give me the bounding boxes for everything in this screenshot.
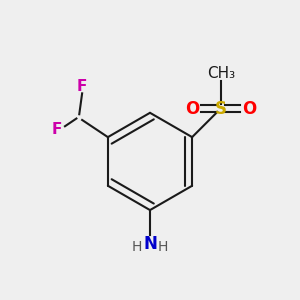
Text: S: S	[215, 100, 227, 118]
Text: H: H	[132, 240, 142, 254]
Text: CH₃: CH₃	[207, 66, 235, 81]
Text: O: O	[242, 100, 257, 118]
Text: H: H	[158, 240, 168, 254]
Text: F: F	[52, 122, 62, 137]
Text: O: O	[185, 100, 199, 118]
Text: F: F	[77, 79, 87, 94]
Text: N: N	[143, 235, 157, 253]
